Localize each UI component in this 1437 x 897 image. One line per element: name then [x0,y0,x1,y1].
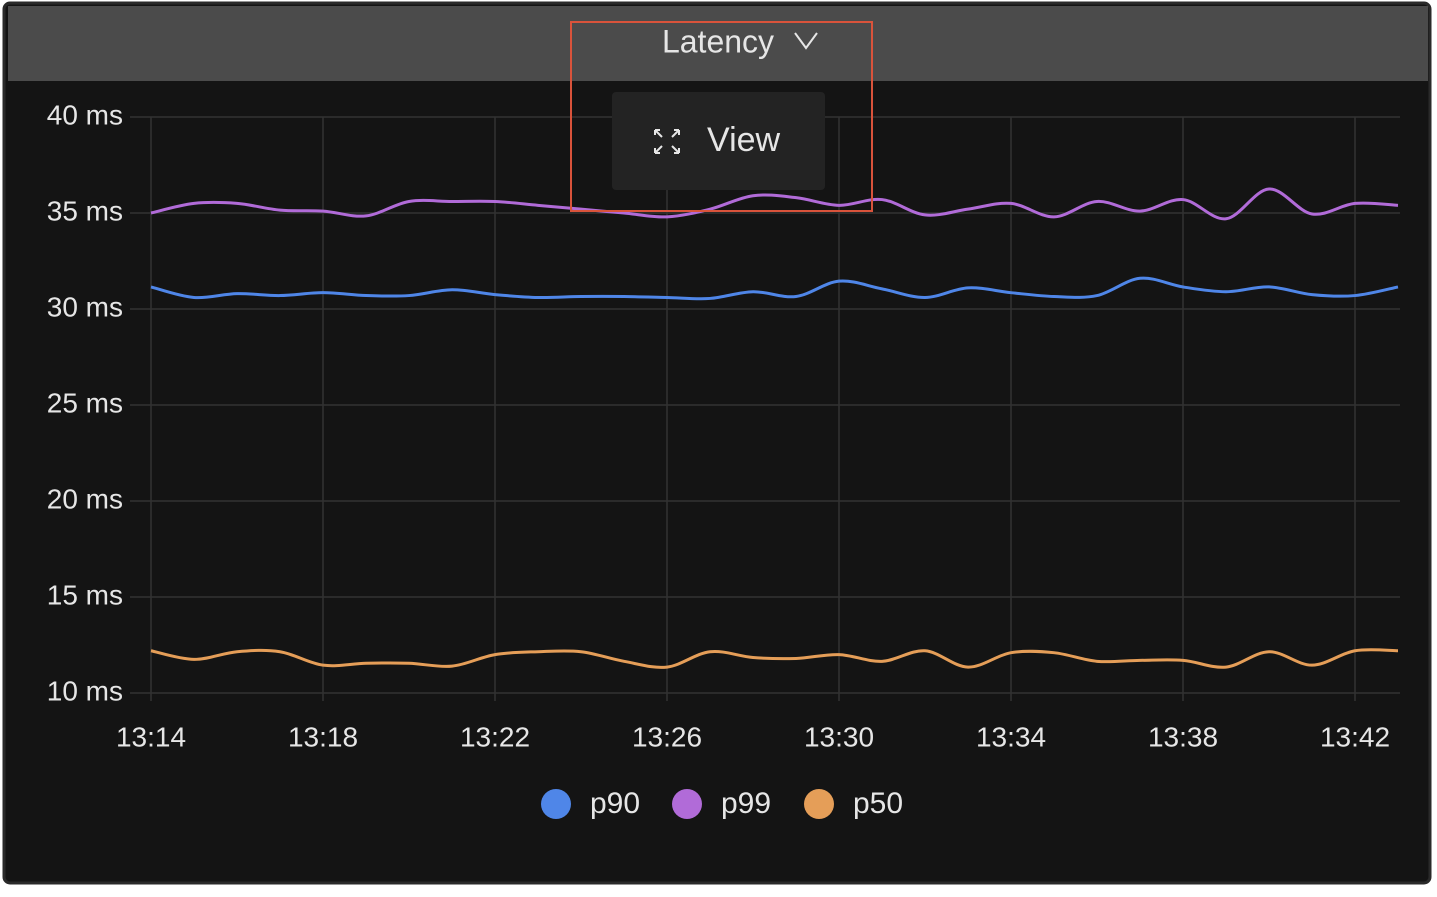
x-tick-label: 13:14 [116,721,186,752]
x-tick-label: 13:30 [804,721,874,752]
panel-title[interactable]: Latency [662,23,774,59]
legend-swatch [541,789,571,819]
y-tick-label: 25 ms [47,387,123,418]
legend-label[interactable]: p50 [853,787,903,820]
dropdown-chevron[interactable] [794,32,818,50]
legend-swatch [672,789,702,819]
x-tick-label: 13:18 [288,721,358,752]
y-tick-label: 35 ms [47,195,123,226]
x-tick-label: 13:34 [976,721,1046,752]
x-tick-label: 13:42 [1320,721,1390,752]
y-tick-label: 40 ms [47,99,123,130]
x-tick-label: 13:26 [632,721,702,752]
legend-label[interactable]: p99 [721,787,771,820]
expand-icon [654,129,680,154]
menu-item-view[interactable]: View [707,121,781,159]
series-line [150,648,1399,669]
y-tick-label: 20 ms [47,483,123,514]
series-line [150,276,1399,301]
menu-popup [612,92,825,190]
panel-header [8,6,1428,81]
series-line [150,187,1399,221]
y-tick-label: 15 ms [47,579,123,610]
y-tick-label: 30 ms [47,291,123,322]
legend-swatch [804,789,834,819]
highlight-box [570,21,873,212]
y-tick-label: 10 ms [47,675,123,706]
x-tick-label: 13:38 [1148,721,1218,752]
legend-label[interactable]: p90 [590,787,640,820]
x-tick-label: 13:22 [460,721,530,752]
